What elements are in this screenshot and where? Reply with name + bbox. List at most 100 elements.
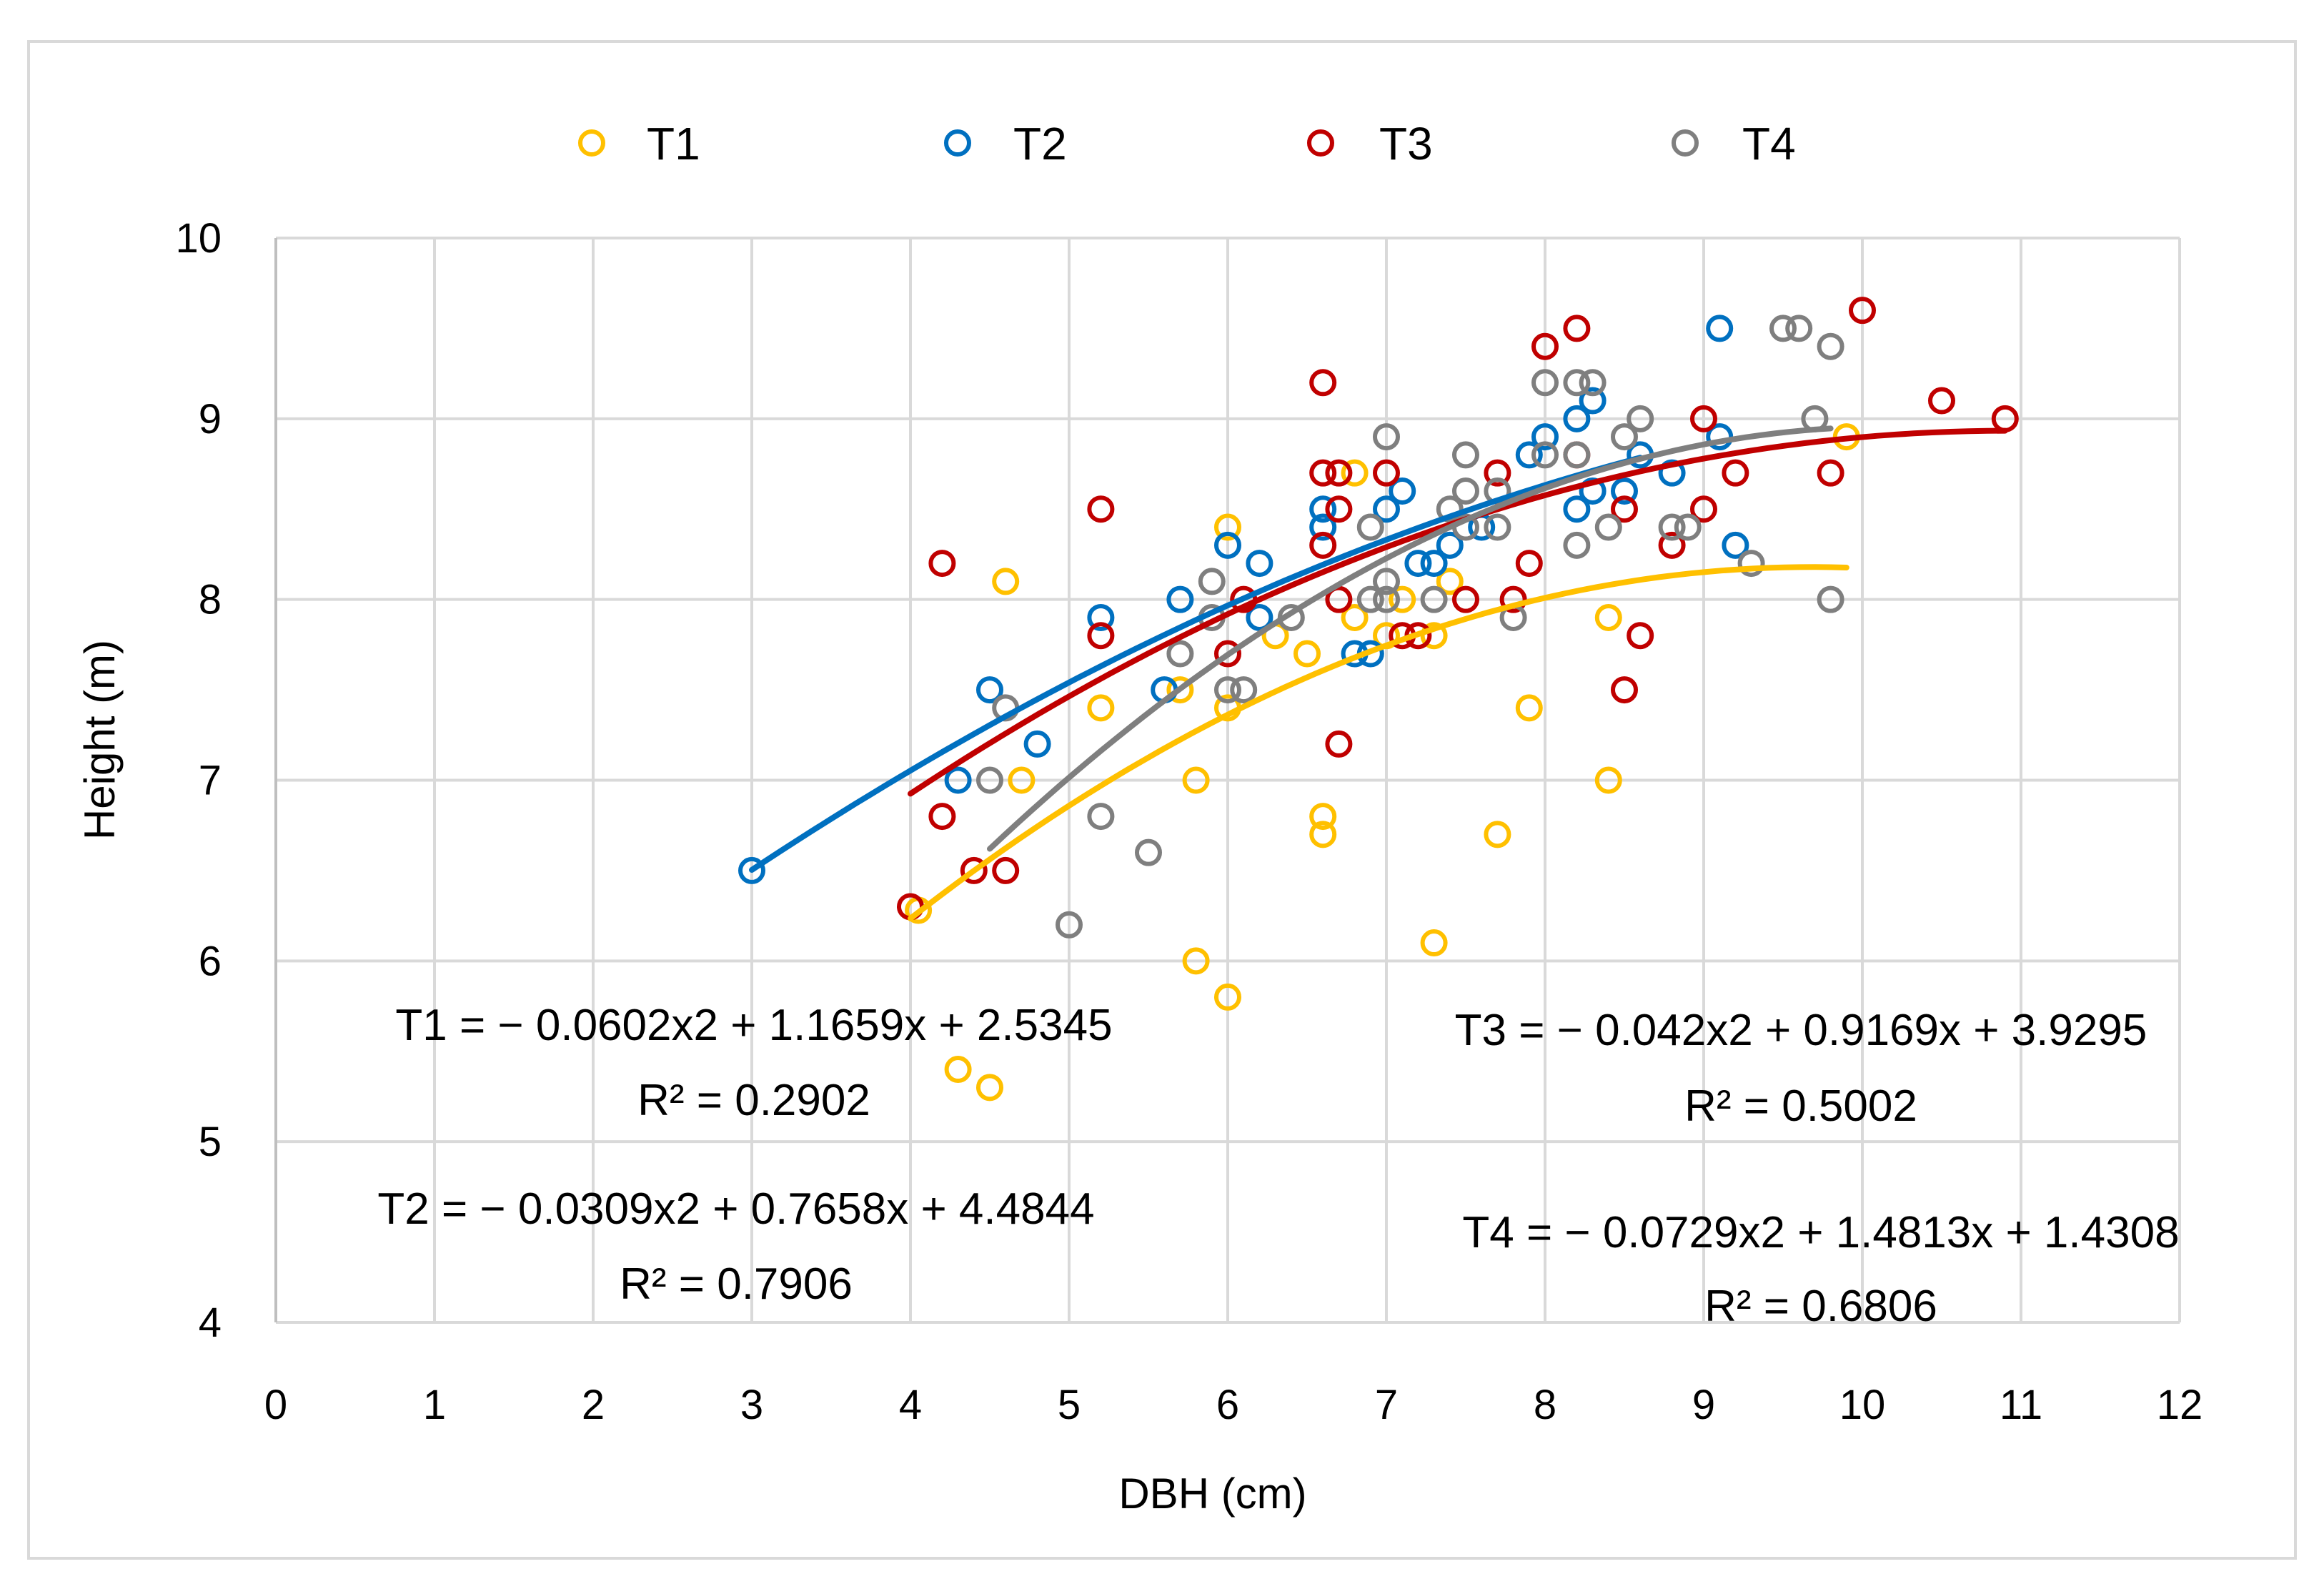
data-point-t4 — [1373, 423, 1400, 451]
series-t4-points — [976, 315, 1844, 939]
equation-t4: T4 = − 0.0729x2 + 1.4813x + 1.4308 — [1462, 1208, 2179, 1257]
data-point-t4 — [1531, 441, 1559, 469]
equation-t2: T2 = − 0.0309x2 + 0.7658x + 4.4844 — [377, 1184, 1094, 1234]
data-point-t1 — [1484, 821, 1511, 848]
data-point-t3 — [1452, 585, 1479, 613]
trendline-equations: T1 = − 0.0602x2 + 1.1659x + 2.5345 R² = … — [377, 1001, 2179, 1331]
data-point-t2 — [1611, 477, 1638, 505]
data-point-t2 — [1722, 531, 1749, 559]
data-point-t4 — [1356, 585, 1384, 613]
data-point-t3 — [928, 803, 956, 831]
data-point-t4 — [1627, 405, 1654, 432]
data-point-t2 — [1166, 585, 1194, 613]
legend-label-t3: T3 — [1379, 118, 1433, 169]
y-tick-label: 6 — [199, 938, 222, 984]
data-point-t3 — [1309, 459, 1337, 487]
data-point-t3 — [1373, 459, 1400, 487]
legend-item-t3[interactable]: T3 — [1307, 118, 1433, 169]
trendlines — [749, 425, 2008, 921]
data-point-t4 — [1087, 803, 1115, 831]
data-point-t1 — [976, 1074, 1003, 1102]
data-points — [738, 297, 2019, 1102]
data-point-t2 — [1087, 603, 1115, 631]
data-point-t3 — [1499, 585, 1527, 613]
x-tick-label: 10 — [1839, 1382, 1886, 1428]
data-point-t4 — [1056, 911, 1083, 939]
y-tick-label: 8 — [199, 577, 222, 623]
data-point-t3 — [1484, 459, 1511, 487]
data-point-t1 — [1341, 603, 1369, 631]
x-tick-label: 8 — [1534, 1382, 1556, 1428]
data-point-t2 — [1420, 550, 1448, 578]
data-point-t2 — [1389, 477, 1416, 505]
r2-t3: R² = 0.5002 — [1684, 1081, 1917, 1131]
data-point-t2 — [1515, 441, 1543, 469]
data-point-t4 — [1135, 838, 1162, 866]
data-point-t1 — [992, 568, 1020, 595]
data-point-t1 — [1087, 694, 1115, 722]
data-point-t1 — [1166, 676, 1194, 704]
data-point-t3 — [1309, 531, 1337, 559]
legend-marker-t2 — [944, 129, 971, 157]
r2-t2: R² = 0.7906 — [620, 1259, 853, 1309]
data-point-t3 — [1309, 369, 1337, 397]
data-point-t1 — [1182, 947, 1210, 975]
x-tick-label: 7 — [1375, 1382, 1398, 1428]
data-point-t2 — [1246, 603, 1273, 631]
y-tick-label: 9 — [199, 396, 222, 442]
data-point-t1 — [1309, 821, 1337, 848]
data-point-t3 — [1611, 495, 1638, 523]
data-point-t4 — [1452, 477, 1479, 505]
data-point-t3 — [1325, 459, 1353, 487]
data-point-t4 — [1579, 369, 1607, 397]
r2-t4: R² = 0.6806 — [1704, 1282, 1937, 1331]
data-point-t3 — [960, 856, 988, 884]
y-tick-label: 10 — [175, 215, 222, 262]
data-point-t1 — [1389, 585, 1416, 613]
data-point-t4 — [1785, 315, 1813, 342]
data-point-t4 — [1484, 513, 1511, 541]
grid — [274, 237, 2181, 1324]
data-point-t3 — [928, 550, 956, 578]
legend-item-t1[interactable]: T1 — [578, 118, 700, 169]
data-point-t2 — [1404, 550, 1432, 578]
data-point-t3 — [1087, 495, 1115, 523]
data-point-t2 — [1023, 730, 1051, 758]
x-axis-ticks: 0 1 2 3 4 5 6 7 8 9 10 11 12 — [264, 1382, 2203, 1428]
legend-label-t2: T2 — [1013, 118, 1067, 169]
data-point-t2 — [1309, 513, 1337, 541]
legend[interactable]: T1 T2 T3 T4 — [578, 118, 1796, 169]
legend-item-t4[interactable]: T4 — [1672, 118, 1796, 169]
data-point-t1 — [944, 1056, 972, 1084]
data-point-t1 — [1594, 603, 1622, 631]
data-point-t4 — [1531, 369, 1559, 397]
data-point-t4 — [1166, 640, 1194, 668]
data-point-t3 — [1627, 622, 1654, 650]
data-point-t2 — [1309, 495, 1337, 523]
data-point-t3 — [1817, 459, 1844, 487]
data-point-t3 — [1325, 730, 1353, 758]
data-point-t3 — [1928, 387, 1955, 415]
data-point-t3 — [1087, 622, 1115, 650]
data-point-t1 — [1182, 766, 1210, 794]
data-point-t3 — [992, 856, 1020, 884]
data-point-t4 — [1198, 568, 1226, 595]
data-point-t3 — [1690, 405, 1717, 432]
legend-item-t2[interactable]: T2 — [944, 118, 1067, 169]
data-point-t4 — [1214, 676, 1241, 704]
data-point-t2 — [1579, 387, 1607, 415]
data-point-t4 — [1769, 315, 1797, 342]
data-point-t1 — [1436, 568, 1464, 595]
data-point-t3 — [1658, 531, 1686, 559]
data-point-t3 — [1325, 585, 1353, 613]
trendline-t2 — [749, 455, 1644, 873]
data-point-t4 — [1420, 585, 1448, 613]
data-point-t3 — [1325, 495, 1353, 523]
data-point-t1 — [1341, 459, 1369, 487]
data-point-t2 — [1658, 459, 1686, 487]
data-point-t2 — [944, 766, 972, 794]
y-tick-label: 5 — [199, 1119, 222, 1165]
data-point-t2 — [738, 856, 765, 884]
data-point-t2 — [1436, 531, 1464, 559]
